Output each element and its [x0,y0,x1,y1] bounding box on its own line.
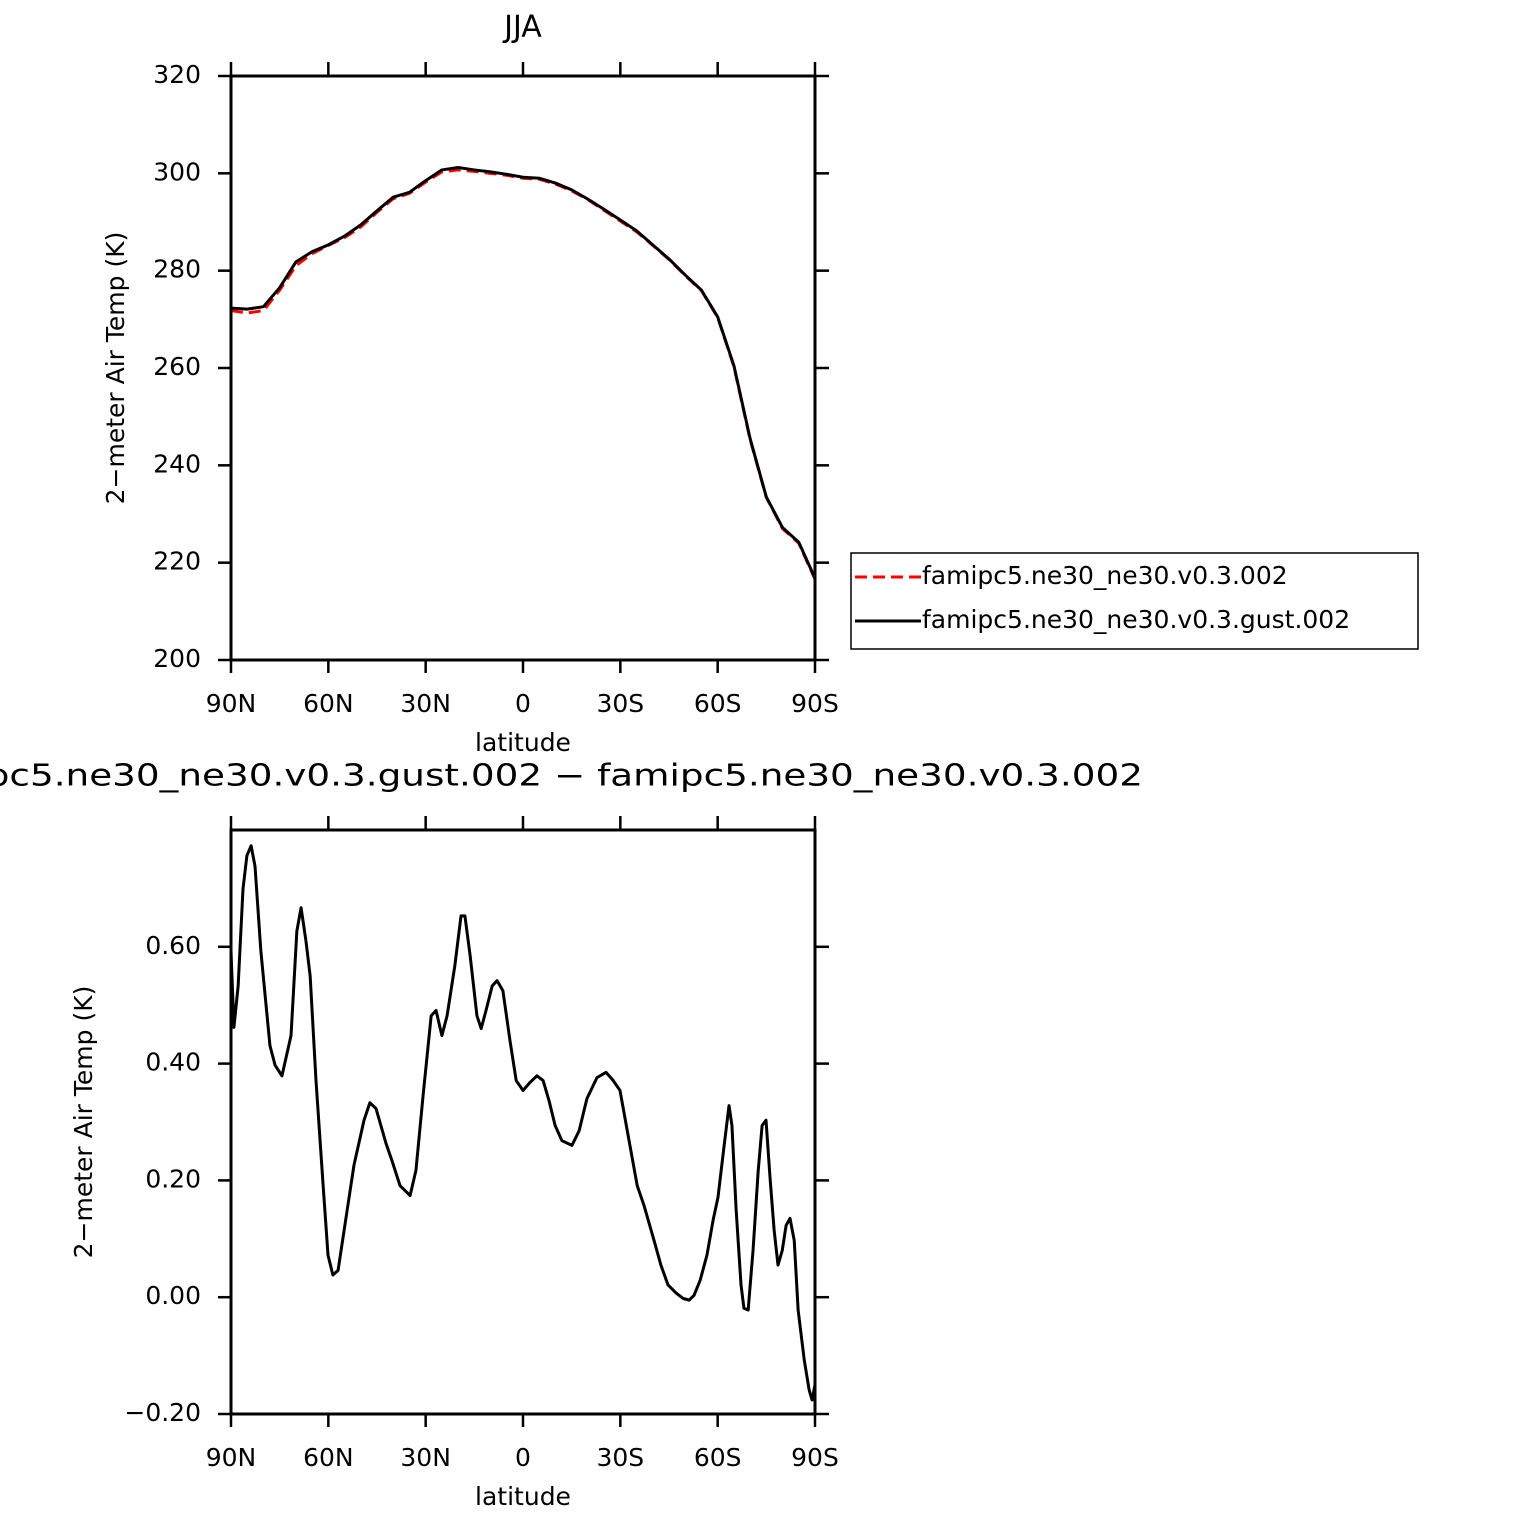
x-tick-label: 0 [515,689,531,718]
x-axis-label: latitude [475,1482,571,1511]
y-tick-label: 320 [153,60,201,89]
y-axis-label: 2−meter Air Temp (K) [69,986,98,1259]
x-tick-label: 90N [206,1443,257,1472]
y-tick-label: 280 [153,255,201,284]
data-line [229,844,817,1402]
y-tick-label: 240 [153,449,201,478]
x-tick-label: 60S [694,1443,742,1472]
y-tick-label: 200 [153,644,201,673]
chart-title: JJA [502,10,542,45]
plot-frame [229,74,817,662]
legend-label: famipc5.ne30_ne30.v0.3.002 [922,561,1288,590]
y-axis-label: 2−meter Air Temp (K) [101,232,130,505]
x-tick-label: 30N [400,1443,451,1472]
data-line [230,165,817,579]
legend-box [850,552,1419,650]
y-tick-label: −0.20 [124,1398,201,1427]
x-tick-label: 90N [206,689,257,718]
chart-title: famipc5.ne30_ne30.v0.3.gust.002 − famipc… [0,759,1143,794]
y-tick-label: 220 [153,547,201,576]
x-tick-label: 30S [596,689,644,718]
x-tick-label: 60S [694,689,742,718]
x-tick-label: 90S [791,1443,839,1472]
data-line [230,168,817,580]
legend-label: famipc5.ne30_ne30.v0.3.gust.002 [922,605,1350,634]
x-tick-label: 0 [515,1443,531,1472]
x-tick-label: 30N [400,689,451,718]
x-axis-label: latitude [475,728,571,757]
plot-frame [229,828,817,1416]
x-tick-label: 60N [303,689,354,718]
x-tick-label: 60N [303,1443,354,1472]
y-tick-label: 0.20 [145,1164,201,1193]
x-tick-label: 30S [596,1443,644,1472]
y-tick-label: 0.00 [145,1281,201,1310]
y-tick-label: 260 [153,352,201,381]
y-tick-label: 300 [153,157,201,186]
y-tick-label: 0.60 [145,931,201,960]
x-tick-label: 90S [791,689,839,718]
y-tick-label: 0.40 [145,1048,201,1077]
